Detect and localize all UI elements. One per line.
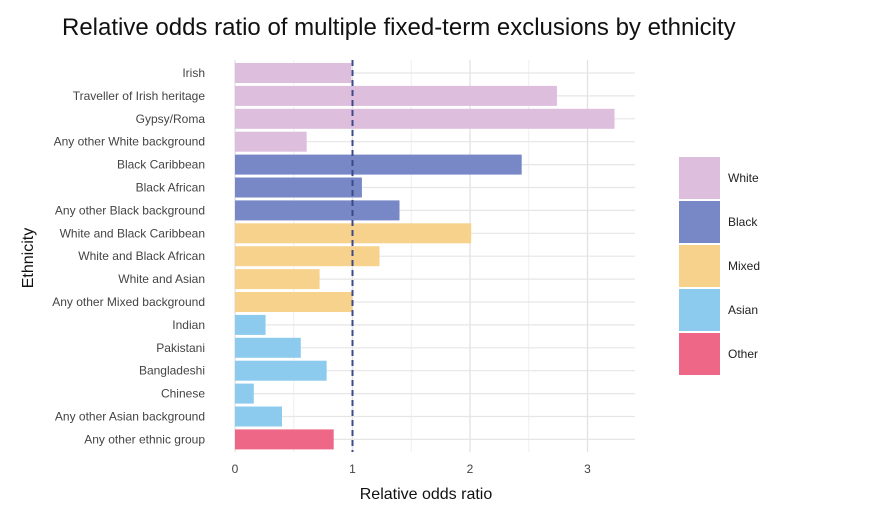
y-tick-label: Any other Black background: [55, 203, 205, 217]
y-tick-label: Any other Asian background: [55, 410, 205, 424]
bar: [235, 177, 362, 198]
y-tick-label: White and Asian: [118, 272, 205, 286]
bar: [235, 406, 282, 427]
y-tick-labels: Irish Traveller of Irish heritage Gypsy/Ro…: [52, 66, 205, 446]
legend-swatch: [679, 201, 720, 243]
chart-title: Relative odds ratio of multiple fixed-te…: [62, 14, 736, 41]
bar: [235, 429, 334, 450]
legend-swatch: [679, 333, 720, 375]
bar: [235, 246, 380, 267]
legend-swatch: [679, 245, 720, 287]
legend-swatch: [679, 157, 720, 199]
bar: [235, 383, 254, 404]
bar: [235, 108, 615, 129]
bar: [235, 314, 266, 335]
legend-label: Asian: [728, 303, 758, 317]
bar: [235, 360, 327, 381]
legend: White Black Mixed Asian Other: [679, 157, 760, 375]
x-tick-label: 2: [467, 462, 474, 476]
x-tick-label: 1: [349, 462, 356, 476]
x-axis-title: Relative odds ratio: [360, 486, 493, 503]
y-tick-label: Black Caribbean: [117, 158, 205, 172]
y-tick-label: Pakistani: [156, 341, 205, 355]
y-tick-label: Gypsy/Roma: [136, 112, 206, 126]
bar: [235, 200, 400, 221]
y-tick-label: Indian: [172, 318, 205, 332]
y-tick-label: Bangladeshi: [139, 364, 205, 378]
bar: [235, 85, 557, 106]
bar: [235, 337, 301, 358]
legend-label: Other: [728, 347, 758, 361]
legend-swatch: [679, 289, 720, 331]
y-tick-label: White and Black African: [78, 249, 205, 263]
bar: [235, 269, 320, 290]
legend-label: White: [728, 171, 759, 185]
y-tick-label: Black African: [136, 181, 205, 195]
bar: [235, 131, 307, 152]
y-tick-label: Any other ethnic group: [84, 432, 205, 446]
x-tick-labels: 0 1 2 3: [232, 462, 592, 476]
bar: [235, 154, 522, 175]
y-tick-label: Traveller of Irish heritage: [73, 89, 206, 103]
bar: [235, 63, 352, 83]
y-tick-label: Irish: [182, 66, 205, 80]
bar: [235, 292, 353, 312]
x-tick-label: 0: [232, 462, 239, 476]
legend-label: Mixed: [728, 259, 760, 273]
y-tick-label: Any other Mixed background: [52, 295, 205, 309]
x-tick-label: 3: [584, 462, 591, 476]
legend-label: Black: [728, 215, 758, 229]
y-axis-title: Ethnicity: [20, 228, 37, 288]
y-tick-label: Chinese: [161, 387, 205, 401]
y-tick-label: Any other White background: [54, 135, 205, 149]
y-tick-label: White and Black Caribbean: [60, 226, 205, 240]
